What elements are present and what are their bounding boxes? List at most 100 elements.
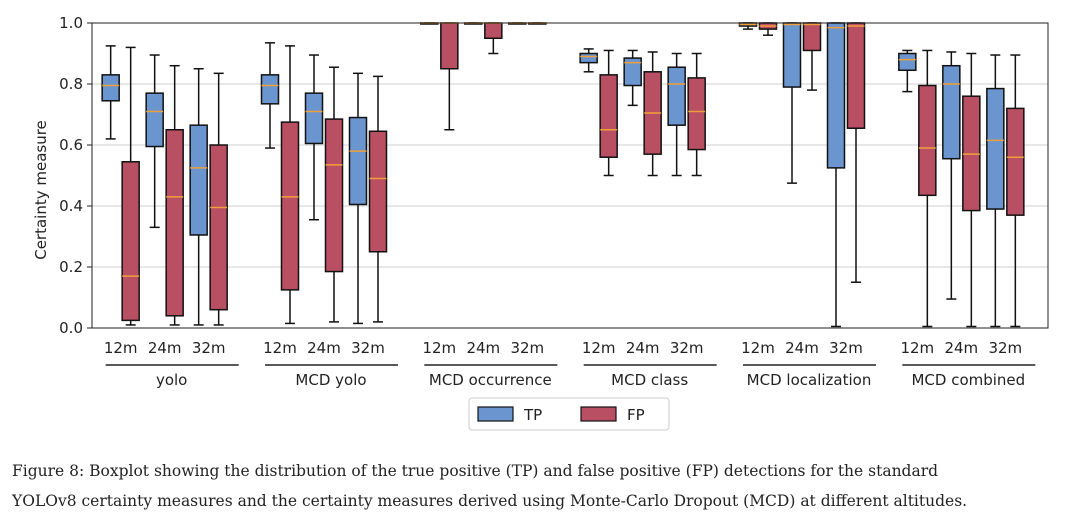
group-label: yolo [156, 371, 187, 389]
y-tick-label: 0.8 [59, 75, 83, 93]
box [962, 95, 981, 212]
tp-box-12m [101, 45, 120, 140]
box [209, 144, 228, 311]
tp-box-24m [304, 54, 324, 221]
group-label: MCD occurrence [429, 371, 552, 389]
x-tick-label: 32m [670, 339, 704, 357]
tp-box-32m [189, 68, 208, 326]
box [304, 92, 324, 145]
legend-swatch-tp [477, 406, 514, 422]
caption-line-2: YOLOv8 certainty measures and the certai… [12, 492, 968, 510]
fp-box-32m [846, 22, 866, 283]
box [826, 22, 846, 169]
group-label: MCD yolo [295, 371, 366, 389]
box [1006, 107, 1025, 216]
fp-box-12m [121, 46, 140, 326]
plot-frame [91, 22, 1049, 329]
fp-box-24m [802, 22, 822, 91]
tp-box-32m [826, 22, 846, 328]
legend-frame [468, 397, 670, 431]
box [440, 22, 459, 70]
x-tick-label: 12m [741, 339, 775, 357]
y-tick-label: 0.0 [59, 319, 83, 337]
tp-box-24m [623, 49, 642, 107]
fp-box-24m [165, 64, 184, 326]
fp-box-32m [368, 75, 388, 323]
tp-box-12m [898, 49, 917, 93]
fp-box-32m [209, 72, 228, 326]
boxplot-chart: 0.0 0.2 0.4 0.6 0.8 1.0 Certainty measure 12m… [32, 14, 1049, 431]
legend-label-fp: FP [627, 406, 645, 424]
tp-box-12m [260, 42, 280, 149]
box [484, 22, 503, 39]
tp-box-24m [782, 22, 802, 184]
x-tick-label: 32m [192, 339, 226, 357]
fp-box-24m [324, 66, 344, 323]
fp-box-12m [440, 22, 459, 131]
y-tick-label: 0.2 [59, 258, 83, 276]
legend: TP FP [468, 397, 670, 431]
box [846, 22, 866, 129]
box [898, 52, 917, 72]
x-tick-label: 32m [988, 339, 1022, 357]
x-tick-label: 32m [829, 339, 863, 357]
fp-box-12m [758, 22, 778, 36]
box [802, 22, 822, 52]
box [280, 121, 300, 291]
fp-box-24m [962, 52, 981, 328]
legend-swatch-fp [580, 406, 617, 422]
x-tick-label: 24m [944, 339, 978, 357]
box [918, 84, 937, 197]
tp-box-24m [145, 54, 164, 229]
fp-box-12m [280, 45, 300, 325]
box [189, 124, 208, 236]
x-tick-label: 24m [466, 339, 500, 357]
x-tick-label: 24m [307, 339, 341, 357]
y-tick-label: 0.4 [59, 197, 83, 215]
fp-box-32m [1006, 54, 1025, 328]
x-tick-label: 12m [900, 339, 934, 357]
x-tick-label: 12m [422, 339, 456, 357]
x-tick-label: 32m [351, 339, 385, 357]
box [145, 92, 164, 148]
tp-box-32m [986, 54, 1005, 328]
box [579, 52, 598, 64]
x-tick-label: 12m [582, 339, 616, 357]
figure-caption: Figure 8: Boxplot showing the distributi… [12, 456, 1072, 516]
box [782, 22, 802, 88]
y-tick-label: 1.0 [59, 14, 83, 32]
x-tick-label: 24m [626, 339, 660, 357]
fp-box-12m [599, 49, 618, 177]
box [101, 74, 120, 102]
caption-line-1: Figure 8: Boxplot showing the distributi… [12, 462, 939, 480]
legend-label-tp: TP [523, 406, 542, 424]
x-tick-label: 12m [263, 339, 297, 357]
fp-box-12m [918, 49, 937, 328]
box [623, 57, 642, 87]
x-tick-label: 24m [148, 339, 182, 357]
fp-box-24m [484, 22, 503, 55]
group-label: MCD combined [911, 371, 1025, 389]
box [121, 161, 140, 322]
box [368, 130, 388, 253]
x-axis: 12m 24m 32m yolo 12m 24m 32m MCD yolo 12m 24m 32m M… [104, 339, 1036, 389]
box [986, 87, 1005, 210]
x-tick-label: 12m [104, 339, 138, 357]
y-tick-label: 0.6 [59, 136, 83, 154]
box [348, 116, 368, 206]
group-label: MCD class [611, 371, 688, 389]
box [260, 74, 280, 105]
fp-box-24m [643, 51, 662, 177]
fp-box-32m [687, 52, 706, 177]
x-tick-label: 24m [785, 339, 819, 357]
y-axis-label: Certainty measure [32, 120, 50, 260]
y-axis: 0.0 0.2 0.4 0.6 0.8 1.0 [59, 14, 92, 337]
box [324, 118, 344, 273]
box [667, 66, 686, 126]
plot-area [91, 22, 1049, 329]
tp-box-24m [942, 51, 961, 300]
group-label: MCD localization [747, 371, 872, 389]
tp-box-32m [667, 52, 686, 177]
box [599, 74, 618, 158]
box [165, 129, 184, 317]
